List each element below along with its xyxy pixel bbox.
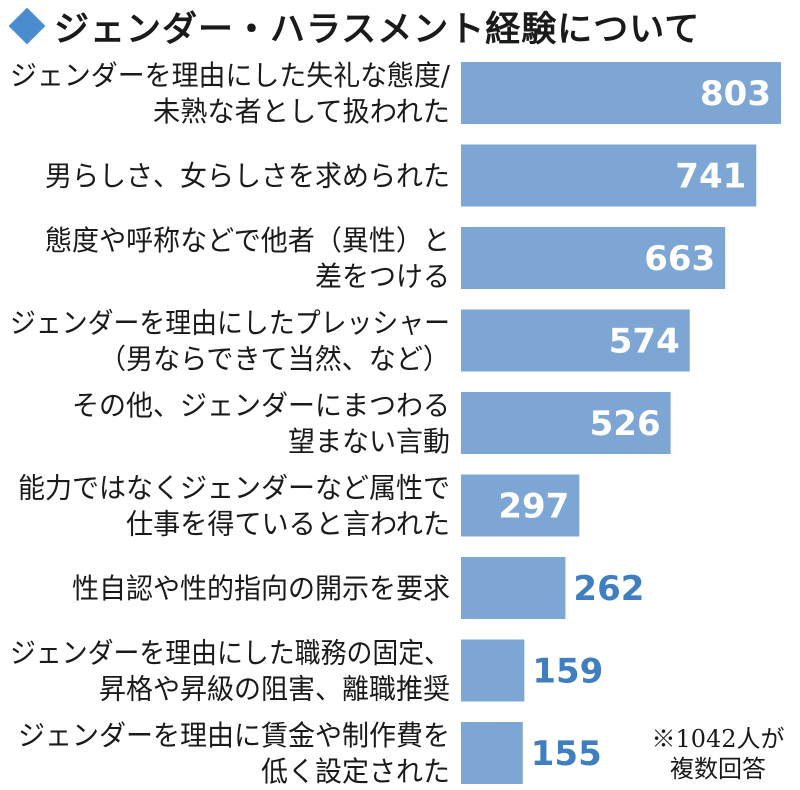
value-label: 159 — [532, 652, 603, 692]
category-label: 男らしさ、女らしさを求められた — [45, 160, 450, 193]
value-label: 297 — [498, 487, 569, 527]
bar — [461, 309, 690, 372]
category-label: 昇格や昇級の阻害、離職推奨 — [99, 673, 450, 706]
category-label: 態度や呼称などで他者（異性）と — [45, 224, 450, 257]
bar — [461, 62, 781, 124]
category-label: ジェンダーを理由にした職務の固定、 — [10, 637, 450, 670]
category-label: 望まない言動 — [288, 425, 450, 458]
value-label: 741 — [675, 157, 746, 197]
category-label: 能力ではなくジェンダーなど属性で — [18, 472, 450, 505]
category-label: ジェンダーを理由に賃金や制作費を — [18, 719, 450, 752]
bar — [461, 144, 757, 207]
category-label: 差をつける — [315, 260, 450, 293]
bar — [461, 227, 726, 289]
bar — [461, 392, 671, 454]
value-label: 526 — [590, 404, 661, 444]
category-label: 未熟な者として扱われた — [153, 95, 450, 128]
value-label: 155 — [531, 734, 602, 774]
value-label: 663 — [644, 239, 715, 279]
category-label: 性自認や性的指向の開示を要求 — [72, 572, 450, 605]
footnote: ※1042人が複数回答 — [651, 725, 785, 783]
category-label: その他、ジェンダーにまつわる — [72, 389, 450, 422]
value-label: 574 — [609, 322, 680, 362]
bar — [461, 639, 525, 702]
value-label: 803 — [700, 74, 771, 114]
category-label: （男ならできて当然、など） — [99, 343, 450, 376]
category-label: 低く設定された — [261, 755, 450, 788]
category-label: ジェンダーを理由にした失礼な態度/ — [10, 59, 451, 92]
chart-title-text: ジェンダー・ハラスメント経験について — [54, 9, 701, 50]
category-label: 仕事を得ていると言われた — [126, 508, 450, 541]
chart-title: ジェンダー・ハラスメント経験について — [6, 4, 700, 50]
value-label: 262 — [573, 569, 644, 609]
bar — [461, 722, 523, 784]
bar — [461, 557, 566, 619]
category-label: ジェンダーを理由にしたプレッシャー — [10, 307, 450, 340]
bar — [461, 474, 580, 537]
